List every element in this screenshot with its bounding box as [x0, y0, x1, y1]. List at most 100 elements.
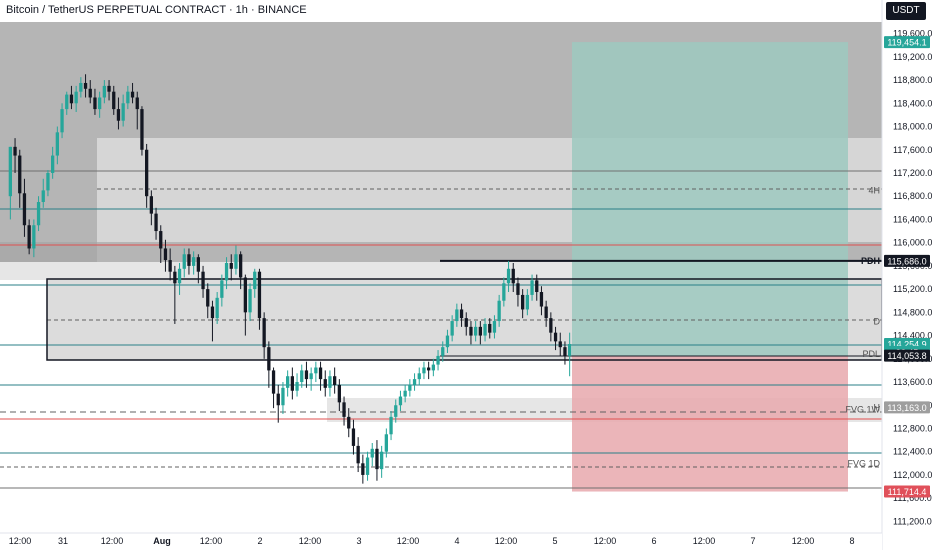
candle-body	[69, 94, 74, 104]
candle-body	[220, 280, 224, 298]
candle-body	[27, 225, 31, 249]
candle-body	[177, 268, 182, 284]
candle-body	[51, 155, 55, 173]
candle-body	[286, 376, 290, 388]
htf-zone-extension	[0, 242, 97, 262]
price-tick-label: 118,800.0	[893, 75, 932, 85]
candle-body	[375, 448, 379, 470]
time-tick-label: 12:00	[9, 536, 32, 546]
price-tick-label: 117,600.0	[893, 145, 932, 155]
time-tick-label: 12:00	[594, 536, 617, 546]
price-tag-label: 114,053.8	[887, 351, 926, 361]
candle-body	[333, 376, 337, 385]
candle-body	[98, 97, 102, 110]
candle-body	[281, 387, 285, 406]
candle-body	[300, 370, 304, 383]
level-label: H	[874, 402, 881, 412]
candle-body	[8, 146, 12, 197]
price-axis-background	[882, 0, 932, 550]
candle-body	[22, 193, 27, 226]
candle-body	[13, 146, 17, 156]
currency-button[interactable]: USDT	[886, 2, 926, 20]
candle-body	[88, 88, 92, 98]
candle-body	[370, 448, 374, 458]
candle-body	[41, 190, 45, 203]
time-tick-label: Aug	[153, 536, 171, 546]
price-tick-label: 112,800.0	[893, 423, 932, 433]
time-tick-label: 31	[58, 536, 68, 546]
candle-body	[337, 384, 341, 403]
candle-body	[83, 82, 88, 89]
candle-body	[229, 262, 233, 269]
candle-body	[121, 103, 125, 121]
candle-body	[201, 271, 205, 290]
candle-body	[469, 326, 473, 336]
candle-body	[314, 367, 318, 374]
price-axis[interactable]: 119,600.0 119,200.0 118,800.0 118,400.0 118,…	[881, 0, 932, 550]
level-label: PDH	[861, 256, 880, 266]
price-tick-label: 116,000.0	[893, 238, 932, 248]
candle-body	[380, 451, 384, 470]
candle-body	[412, 379, 417, 385]
candle-body	[309, 373, 313, 380]
candle-body	[206, 289, 210, 307]
exchange-name: BINANCE	[257, 4, 307, 16]
candle-body	[365, 457, 370, 475]
candle-body	[126, 91, 130, 104]
candle-body	[112, 91, 116, 110]
candle-body	[173, 271, 177, 284]
price-tick-label: 112,000.0	[893, 470, 932, 480]
time-tick-label: 5	[552, 536, 557, 546]
price-tag-label: 119,454.1	[887, 38, 926, 48]
candle-body	[474, 326, 478, 336]
price-tick-label: 116,400.0	[893, 214, 932, 224]
candles-layer	[8, 74, 572, 484]
candle-body	[140, 109, 144, 150]
candle-body	[163, 248, 168, 261]
candle-body	[234, 254, 238, 269]
candle-body	[187, 254, 191, 266]
price-tick-label: 116,800.0	[893, 191, 932, 201]
candle-body	[422, 367, 426, 374]
candle-body	[347, 416, 351, 429]
candle-body	[107, 85, 111, 92]
candle-body	[436, 355, 440, 365]
candle-body	[318, 367, 323, 380]
price-tick-label: 115,200.0	[893, 284, 932, 294]
price-tick-label: 111,200.0	[893, 516, 932, 526]
price-tag-label: 111,714.4	[888, 487, 927, 497]
time-axis[interactable]: 12:00 31 12:00 Aug 12:00 2 12:00 3 12:00 4 12:00 5 1…	[0, 532, 882, 550]
price-tick-label: 112,400.0	[893, 447, 932, 457]
candle-body	[408, 384, 412, 391]
candle-body	[450, 321, 454, 336]
level-label: D	[874, 317, 881, 327]
candle-body	[488, 323, 492, 333]
candle-body	[276, 393, 280, 406]
candle-body	[427, 367, 431, 371]
candle-body	[224, 262, 229, 281]
candle-body	[79, 82, 83, 92]
price-tick-label: 114,400.0	[893, 331, 932, 341]
price-tag	[884, 401, 930, 414]
candle-body	[196, 257, 200, 272]
level-label: FVG 1D	[847, 458, 880, 468]
candle-body	[192, 257, 196, 266]
candle-body	[168, 260, 172, 272]
candle-body	[135, 97, 139, 110]
target-zone	[572, 42, 848, 356]
candle-body	[149, 196, 153, 214]
candle-body	[539, 292, 544, 307]
candle-body	[342, 402, 346, 417]
candle-body	[304, 370, 309, 380]
price-tick-label: 113,600.0	[893, 377, 932, 387]
candle-body	[239, 254, 243, 278]
time-tick-label: 2	[257, 536, 262, 546]
candle-body	[243, 277, 247, 313]
candle-body	[18, 155, 22, 194]
candle-body	[356, 445, 360, 464]
candle-body	[525, 294, 529, 310]
candle-body	[521, 294, 525, 310]
interval-label: 1h	[235, 4, 248, 16]
level-label: FVG 1W	[845, 404, 880, 414]
